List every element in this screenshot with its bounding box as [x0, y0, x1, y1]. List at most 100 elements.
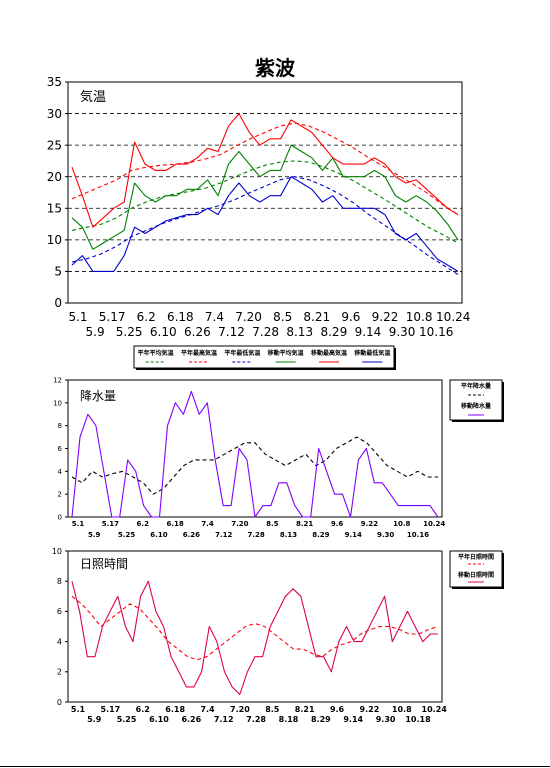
x-tick-label: 6.2	[136, 705, 150, 714]
x-tick-label: 6.10	[150, 531, 167, 539]
legend-label: 平年平均気温	[138, 349, 174, 357]
series-line-移動最高気温	[71, 113, 459, 228]
y-tick-label: 6	[57, 607, 62, 616]
x-tick-label: 8.13	[286, 325, 313, 339]
legend-box	[449, 550, 503, 588]
series-line-平年最低気温	[71, 176, 459, 276]
x-tick-label: 7.20	[231, 520, 248, 528]
y-tick-label: 2	[57, 668, 62, 677]
series-line-移動日照時間	[71, 580, 438, 696]
x-tick-label: 5.1	[71, 705, 86, 714]
x-tick-label: 10.16	[407, 531, 429, 539]
x-tick-label: 5.9	[86, 325, 105, 339]
y-tick-label: 8	[57, 577, 62, 586]
series-line-平年降水量	[71, 436, 438, 495]
y-tick-label: 10	[47, 233, 62, 247]
legend-label: 移動日照時間	[458, 571, 494, 579]
x-tick-label: 8.21	[303, 310, 330, 324]
x-tick-label: 8.5	[273, 310, 292, 324]
x-tick-label: 7.12	[218, 325, 245, 339]
x-tick-label: 5.17	[99, 310, 126, 324]
x-tick-label: 5.17	[101, 705, 121, 714]
x-tick-label: 9.30	[377, 531, 394, 539]
x-tick-label: 9.30	[389, 325, 416, 339]
y-tick-label: 30	[47, 107, 62, 121]
x-tick-label: 5.9	[88, 531, 101, 539]
x-tick-label: 9.6	[330, 705, 345, 714]
x-tick-label: 6.2	[137, 310, 156, 324]
x-tick-label: 8.21	[296, 520, 313, 528]
x-tick-label: 9.14	[355, 325, 382, 339]
x-tick-label: 8.5	[266, 520, 279, 528]
x-tick-label: 5.25	[118, 531, 135, 539]
x-tick-label: 8.13	[280, 531, 297, 539]
x-tick-label: 6.10	[149, 715, 169, 724]
x-tick-label: 6.26	[184, 325, 211, 339]
x-tick-label: 7.20	[230, 705, 250, 714]
x-tick-label: 9.30	[376, 715, 396, 724]
x-tick-label: 7.20	[235, 310, 262, 324]
x-tick-label: 7.12	[215, 531, 232, 539]
x-tick-label: 8.29	[311, 715, 331, 724]
x-tick-label: 7.4	[200, 705, 215, 714]
x-tick-label: 6.10	[150, 325, 177, 339]
legend-box	[449, 379, 503, 421]
x-tick-label: 6.18	[167, 310, 194, 324]
series-line-平年平均気温	[71, 160, 459, 244]
x-tick-label: 7.28	[246, 715, 266, 724]
y-tick-label: 2	[58, 491, 62, 499]
legend-label: 平年最高気温	[181, 349, 217, 357]
x-tick-label: 5.17	[102, 520, 119, 528]
plot-frame-0	[67, 81, 463, 304]
y-tick-label: 35	[47, 75, 62, 89]
chart-title: 降水量	[80, 389, 116, 403]
chart-title: 日照時間	[80, 557, 128, 571]
y-tick-label: 0	[54, 296, 62, 310]
x-tick-label: 6.26	[183, 531, 200, 539]
y-tick-label: 25	[47, 138, 62, 152]
x-tick-label: 8.21	[295, 705, 315, 714]
y-tick-label: 12	[53, 376, 62, 384]
x-tick-label: 5.9	[87, 715, 102, 724]
series-line-平年最高気温	[71, 122, 459, 216]
y-tick-label: 0	[57, 698, 62, 707]
y-tick-label: 15	[47, 201, 62, 215]
x-tick-label: 10.18	[405, 715, 431, 724]
legend-label: 平年最低気温	[224, 349, 260, 357]
y-tick-label: 4	[57, 637, 62, 646]
x-tick-label: 5.1	[72, 520, 85, 528]
plot-frame-1	[67, 379, 443, 518]
legend-label: 移動平均気温	[268, 349, 304, 357]
x-tick-label: 9.22	[361, 520, 378, 528]
y-tick-label: 8	[58, 422, 62, 430]
x-tick-label: 7.28	[247, 531, 264, 539]
series-line-移動最低気温	[71, 176, 459, 272]
plot-frame-2	[67, 550, 443, 703]
series-line-移動平均気温	[71, 144, 459, 250]
chart-title: 気温	[80, 89, 106, 105]
x-tick-label: 9.22	[372, 310, 399, 324]
x-tick-label: 6.18	[165, 705, 185, 714]
x-tick-label: 8.29	[312, 531, 329, 539]
x-tick-label: 9.22	[360, 705, 380, 714]
x-tick-label: 7.12	[214, 715, 234, 724]
x-tick-label: 6.18	[167, 520, 184, 528]
x-tick-label: 10.8	[406, 310, 433, 324]
x-tick-label: 5.25	[116, 325, 143, 339]
x-tick-label: 6.26	[181, 715, 201, 724]
y-tick-label: 10	[52, 547, 62, 556]
page-bottom-rule	[0, 766, 550, 767]
x-tick-label: 5.25	[117, 715, 137, 724]
y-tick-label: 20	[47, 170, 62, 184]
x-tick-label: 7.4	[205, 310, 224, 324]
x-tick-label: 10.24	[423, 520, 445, 528]
x-tick-label: 10.16	[419, 325, 453, 339]
legend-label: 移動降水量	[461, 402, 491, 410]
x-tick-label: 10.24	[422, 705, 448, 714]
legend-label: 平年降水量	[461, 382, 491, 390]
x-tick-label: 7.28	[252, 325, 279, 339]
page-title: 紫波	[255, 56, 295, 80]
series-line-平年日照時間	[71, 595, 439, 661]
x-tick-label: 7.4	[201, 520, 214, 528]
